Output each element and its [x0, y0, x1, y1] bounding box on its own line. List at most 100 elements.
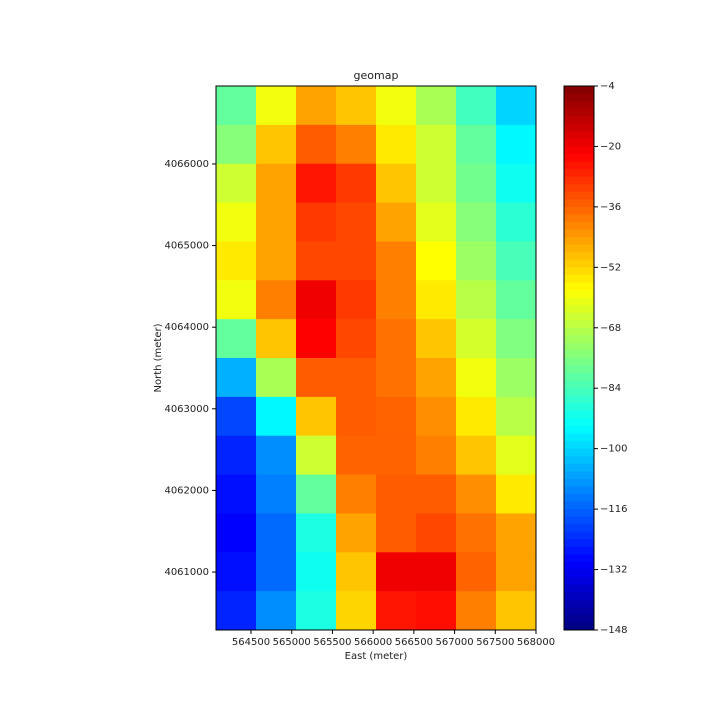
cell	[296, 435, 337, 476]
colorbar-band	[564, 418, 594, 427]
cell	[216, 202, 257, 242]
cell	[496, 513, 537, 553]
cell	[376, 513, 417, 553]
colorbar-band	[564, 577, 594, 586]
colorbar-band	[564, 509, 594, 518]
cell	[216, 513, 257, 553]
colorbar-band	[564, 388, 594, 397]
cell	[216, 86, 257, 126]
cell	[336, 241, 377, 281]
y-tick-label: 4064000	[164, 322, 209, 333]
colorbar-tick-label: −36	[600, 202, 621, 213]
cell	[456, 591, 497, 631]
x-tick-label: 566500	[395, 637, 433, 648]
cell	[416, 591, 457, 631]
colorbar-band	[564, 154, 594, 163]
colorbar-band	[564, 599, 594, 608]
colorbar-band	[564, 274, 594, 283]
x-tick-label: 565500	[313, 637, 351, 648]
colorbar-band	[564, 395, 594, 404]
cell	[416, 241, 457, 281]
y-axis-label: North (meter)	[153, 323, 164, 392]
colorbar-band	[564, 206, 594, 215]
cell	[256, 513, 297, 553]
colorbar-band	[564, 546, 594, 555]
colorbar-band	[564, 403, 594, 412]
cell	[456, 552, 497, 592]
cell	[336, 86, 377, 126]
cell	[336, 280, 377, 320]
cell	[296, 591, 337, 631]
cell	[256, 280, 297, 320]
cell	[376, 280, 417, 320]
x-tick-label: 564500	[232, 637, 270, 648]
colorbar-band	[564, 131, 594, 140]
plot-frame	[215, 85, 537, 631]
cell	[416, 552, 457, 592]
cell	[456, 319, 497, 359]
cell	[416, 358, 457, 398]
colorbar-band	[564, 146, 594, 155]
cell	[416, 124, 457, 165]
cell	[336, 163, 377, 204]
cell	[296, 319, 337, 359]
cell	[456, 396, 497, 437]
colorbar-band	[564, 184, 594, 193]
colorbar-tick-label: −20	[600, 141, 621, 152]
colorbar-band	[564, 614, 594, 623]
cell	[496, 241, 537, 281]
cell	[336, 435, 377, 476]
cell	[376, 86, 417, 126]
colorbar-band	[564, 350, 594, 359]
colorbar-band	[564, 456, 594, 465]
cell	[456, 513, 497, 553]
colorbar-tick-label: −52	[600, 262, 621, 273]
colorbar-band	[564, 116, 594, 125]
cell	[216, 591, 257, 631]
cell	[216, 358, 257, 398]
cell	[496, 396, 537, 437]
colorbar-band	[564, 562, 594, 571]
colorbar-band	[564, 433, 594, 442]
cell	[496, 358, 537, 398]
cell	[376, 435, 417, 476]
cell	[456, 474, 497, 514]
colorbar-tick-label: −100	[600, 444, 627, 455]
cell	[216, 163, 257, 204]
cell	[496, 435, 537, 476]
cell	[296, 552, 337, 592]
colorbar-band	[564, 290, 594, 299]
colorbar-band	[564, 569, 594, 578]
colorbar-band	[564, 169, 594, 178]
colorbar-band	[564, 199, 594, 208]
cell	[336, 591, 377, 631]
cell	[416, 435, 457, 476]
x-tick-label: 568000	[517, 637, 555, 648]
colorbar-band	[564, 463, 594, 472]
cell	[296, 124, 337, 165]
cell	[296, 202, 337, 242]
cell	[256, 435, 297, 476]
colorbar-band	[564, 259, 594, 268]
cell	[296, 163, 337, 204]
cell	[376, 552, 417, 592]
colorbar-band	[564, 86, 594, 95]
cell	[256, 358, 297, 398]
cell	[256, 319, 297, 359]
colorbar-band	[564, 93, 594, 102]
colorbar-tick-label: −68	[600, 323, 621, 334]
colorbar-band	[564, 282, 594, 291]
colorbar-band	[564, 365, 594, 374]
colorbar-tick-label: −148	[600, 625, 627, 636]
colorbar-band	[564, 305, 594, 314]
cell	[456, 163, 497, 204]
cell	[296, 280, 337, 320]
cell	[256, 163, 297, 204]
cell	[416, 396, 457, 437]
cell	[216, 124, 257, 165]
cell	[376, 202, 417, 242]
colorbar-tick-label: −116	[600, 504, 627, 515]
colorbar-band	[564, 335, 594, 344]
cell	[336, 552, 377, 592]
colorbar-band	[564, 214, 594, 223]
